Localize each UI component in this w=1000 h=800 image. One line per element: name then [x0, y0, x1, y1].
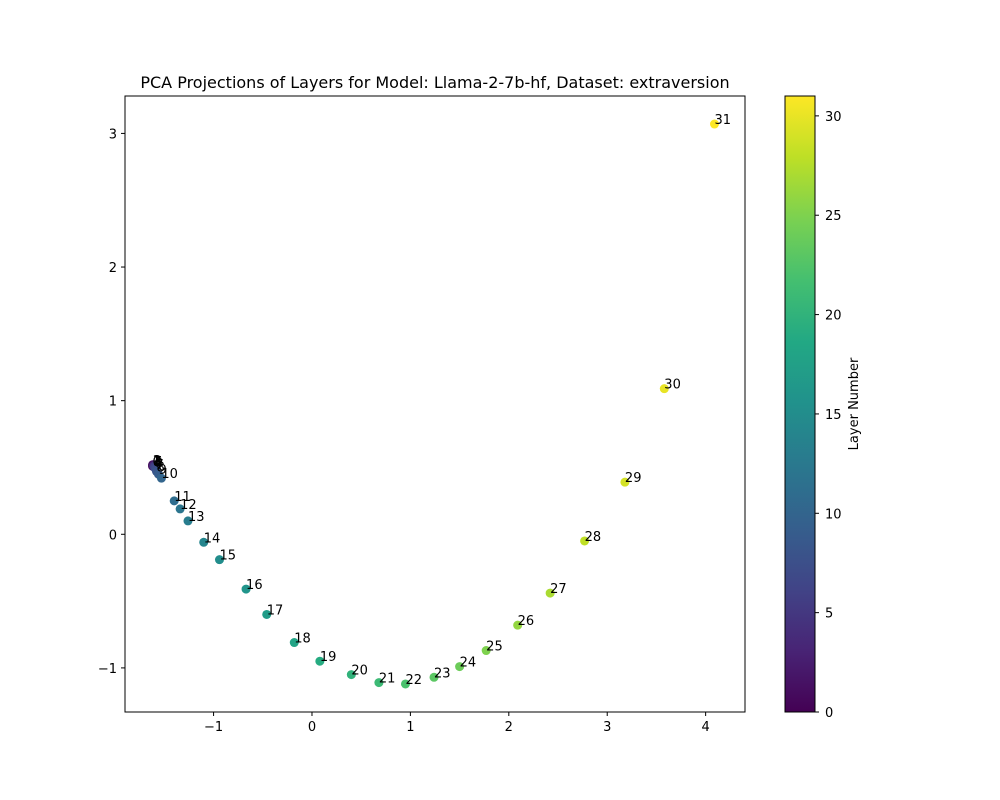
- point-label-layer-12: 12: [180, 498, 197, 513]
- data-point-layer-18: [289, 638, 299, 648]
- x-tick-label: 3: [603, 720, 611, 735]
- point-label-layer-10: 10: [161, 467, 178, 482]
- data-point-layer-25: [481, 646, 491, 656]
- data-point-layer-31: [709, 119, 719, 129]
- point-label-layer-24: 24: [460, 656, 477, 671]
- x-tick-label: 2: [505, 720, 513, 735]
- point-label-layer-29: 29: [625, 471, 642, 486]
- point-label-layer-19: 19: [320, 650, 337, 665]
- colorbar-tick-label: 30: [825, 110, 842, 125]
- point-label-layer-0: 0: [153, 455, 161, 470]
- point-label-layer-22: 22: [405, 673, 422, 688]
- point-label-layer-30: 30: [664, 378, 681, 393]
- y-tick-label: 1: [109, 395, 117, 410]
- colorbar-tick-label: 0: [825, 706, 833, 721]
- colorbar-tick-label: 5: [825, 607, 833, 622]
- y-tick-label: 0: [109, 528, 117, 543]
- data-point-layer-29: [620, 477, 630, 487]
- data-point-layer-16: [241, 584, 251, 594]
- point-label-layer-6: 6: [155, 456, 163, 471]
- colorbar-tick-label: 25: [825, 209, 842, 224]
- point-label-layer-4: 4: [154, 455, 162, 470]
- data-point-layer-30: [659, 384, 669, 394]
- colorbar-tick-label: 10: [825, 507, 842, 522]
- data-point-layer-13: [183, 516, 193, 526]
- point-label-layer-15: 15: [219, 549, 236, 564]
- point-label-layer-1: 1: [153, 454, 161, 469]
- x-tick-label: 0: [308, 720, 316, 735]
- point-label-layer-2: 2: [154, 454, 162, 469]
- point-label-layer-23: 23: [434, 666, 451, 681]
- colorbar-ticks: 0 5 10 15 20 25 30: [815, 110, 842, 721]
- point-label-layer-14: 14: [204, 531, 221, 546]
- point-label-layer-7: 7: [156, 458, 164, 473]
- data-point-layer-21: [374, 678, 384, 688]
- point-label-layer-5: 5: [155, 455, 163, 470]
- point-label-layer-28: 28: [585, 530, 602, 545]
- data-point-layer-10: [156, 473, 166, 483]
- data-point-layer-23: [429, 672, 439, 682]
- point-label-layer-11: 11: [174, 490, 191, 505]
- colorbar: [784, 95, 816, 713]
- plot-frame: [124, 95, 746, 713]
- y-tick-label: −1: [98, 662, 117, 677]
- data-points: [148, 119, 719, 689]
- data-point-layer-24: [455, 662, 465, 672]
- data-point-layer-26: [513, 620, 523, 630]
- y-tick-label: 3: [109, 127, 117, 142]
- colorbar-label: Layer Number: [847, 357, 862, 450]
- data-point-layer-11: [169, 496, 179, 506]
- point-label-layer-21: 21: [379, 672, 396, 687]
- x-tick-label: −1: [204, 720, 223, 735]
- point-label-layer-3: 3: [154, 455, 162, 470]
- data-point-layer-14: [199, 537, 209, 547]
- data-point-layer-22: [400, 679, 410, 689]
- point-label-layer-20: 20: [351, 664, 368, 679]
- y-axis: −1 0 1 2 3: [98, 127, 125, 677]
- data-point-layer-20: [346, 670, 356, 680]
- point-label-layer-16: 16: [246, 578, 263, 593]
- chart-title: PCA Projections of Layers for Model: Lla…: [140, 73, 729, 92]
- point-label-layer-25: 25: [486, 640, 503, 655]
- y-tick-label: 2: [109, 261, 117, 276]
- point-label-layer-27: 27: [550, 582, 567, 597]
- data-point-layer-12: [175, 504, 185, 514]
- point-label-layer-26: 26: [518, 614, 535, 629]
- colorbar-tick-label: 15: [825, 408, 842, 423]
- point-label-layer-13: 13: [188, 510, 205, 525]
- x-axis: −1 0 1 2 3 4: [204, 712, 710, 735]
- data-point-layer-17: [262, 609, 272, 619]
- data-point-layer-15: [214, 555, 224, 565]
- point-label-layer-9: 9: [158, 463, 166, 478]
- data-point-layer-19: [315, 656, 325, 666]
- point-label-layer-18: 18: [294, 632, 311, 647]
- x-tick-label: 1: [406, 720, 414, 735]
- colorbar-tick-label: 20: [825, 309, 842, 324]
- point-label-layer-31: 31: [714, 113, 731, 128]
- x-tick-label: 4: [701, 720, 709, 735]
- data-point-layer-27: [545, 588, 555, 598]
- data-point-layer-28: [580, 536, 590, 546]
- point-label-layer-8: 8: [156, 460, 164, 475]
- point-label-layer-17: 17: [267, 603, 284, 618]
